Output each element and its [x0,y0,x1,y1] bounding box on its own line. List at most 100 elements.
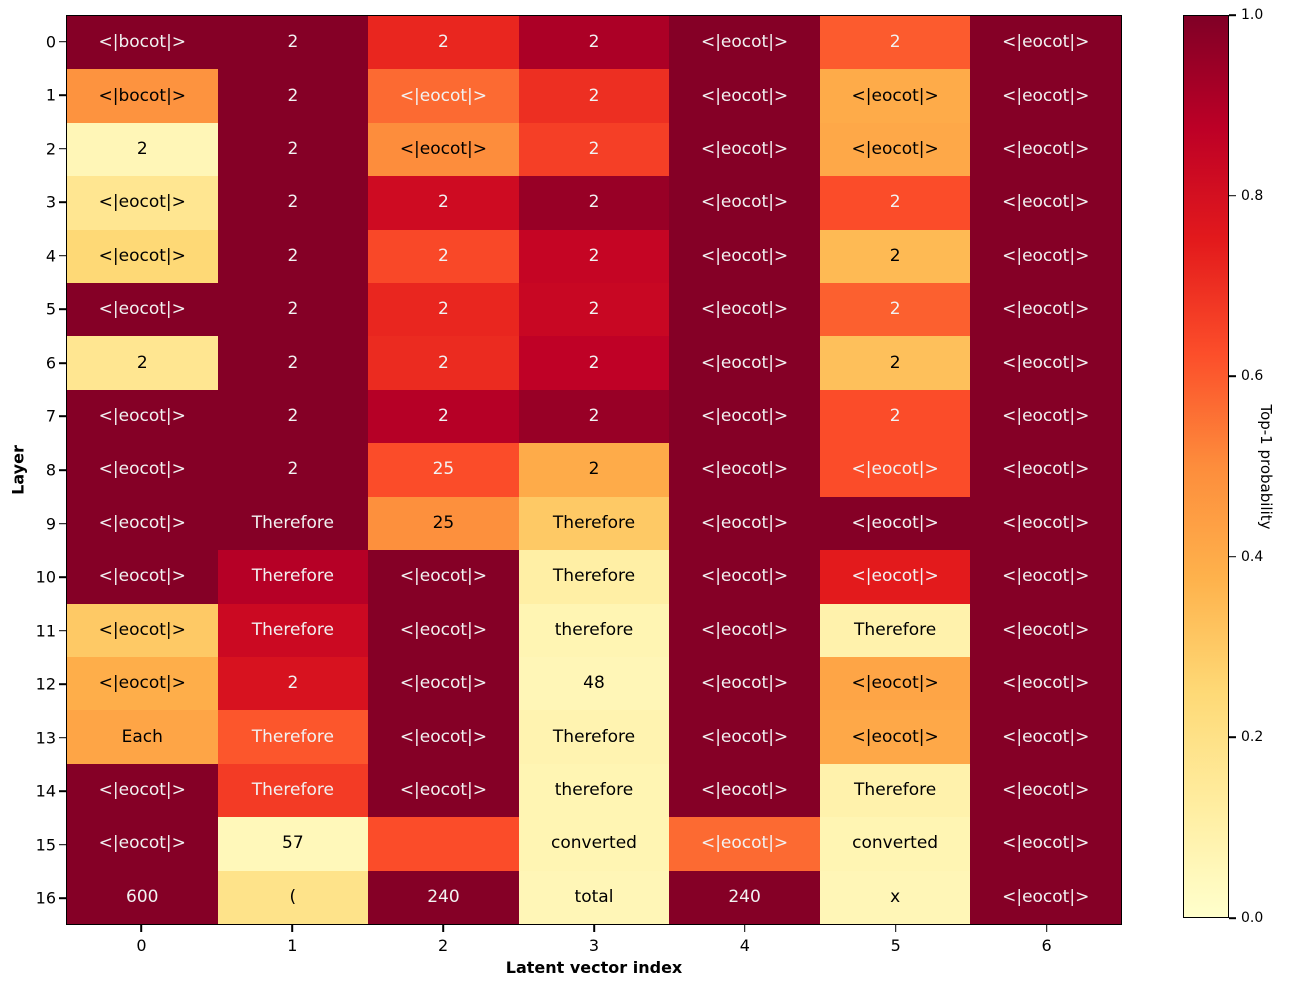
heatmap-cell: <|eocot|> [669,16,820,70]
heatmap-cell: 57 [217,817,369,871]
heatmap-cell: 2 [518,229,670,284]
heatmap-cell: converted [819,817,971,871]
heatmap-cell: <|eocot|> [67,817,218,871]
heatmap-cell: <|eocot|> [669,656,820,711]
y-tick-label: 5 [45,299,56,319]
colorbar-tick-mark [1229,194,1236,197]
heatmap-cell: <|eocot|> [970,16,1121,70]
heatmap-cell: <|eocot|> [669,389,820,444]
heatmap-cell: <|eocot|> [368,656,519,711]
heatmap-cell: <|eocot|> [819,710,971,764]
heatmap-cell: <|eocot|> [970,229,1121,284]
heatmap-cell: 2 [368,229,519,284]
heatmap-cell: Therefore [217,550,369,604]
heatmap-cell: <|eocot|> [819,122,971,177]
heatmap-cell: 2 [819,16,971,70]
heatmap-cell: 2 [217,69,369,123]
y-tick-mark [59,469,66,471]
heatmap-cell: 2 [819,176,971,230]
heatmap-cell: 2 [819,389,971,444]
y-tick-label: 6 [45,353,56,373]
heatmap-cell: Therefore [217,710,369,764]
y-tick-mark [59,629,66,632]
heatmap-cell: total [518,870,670,924]
heatmap-cell: <|eocot|> [970,763,1121,818]
heatmap-cell: <|eocot|> [669,443,820,497]
y-tick-mark [59,843,66,846]
x-tick-mark [140,925,143,932]
heatmap-cell: therefore [518,763,670,818]
heatmap-cell [368,817,519,871]
x-tick-mark [894,925,897,932]
heatmap-cell: 2 [217,229,369,284]
x-tick-label: 0 [136,936,147,955]
heatmap-cell: ( [217,870,369,924]
y-tick-mark [59,40,66,43]
colorbar-tick-label: 0.2 [1241,729,1264,746]
y-tick-label: 14 [35,781,56,801]
heatmap-cell: <|eocot|> [819,496,971,551]
heatmap-cell: <|eocot|> [368,122,519,177]
heatmap-cell: <|bocot|> [67,16,218,70]
heatmap-cell: <|eocot|> [67,603,218,657]
heatmap-cell: 2 [518,389,670,444]
y-tick-label: 16 [35,888,56,908]
heatmap-cell: <|eocot|> [819,550,971,604]
heatmap-cell: therefore [518,603,670,657]
colorbar-label: Top-1 probability [1257,404,1275,530]
heatmap-cell: 2 [518,16,670,70]
y-tick-label: 12 [35,674,56,694]
heatmap-cell: <|eocot|> [970,496,1121,551]
heatmap-cell: <|eocot|> [970,389,1121,444]
heatmap-cell: 2 [819,336,971,390]
heatmap-cell: 2 [518,443,670,497]
y-tick-label: 15 [35,835,56,855]
heatmap-cell: <|eocot|> [368,710,519,764]
x-tick-mark [1045,925,1048,932]
x-tick-label: 2 [438,936,449,955]
heatmap-cell: 2 [819,229,971,284]
y-tick-label: 3 [45,192,56,212]
y-tick-label: 1 [45,85,56,105]
x-tick-label: 5 [890,936,901,955]
y-tick-label: 13 [35,728,56,748]
colorbar-tick-mark [1229,917,1236,919]
y-tick-mark [59,148,66,150]
x-tick-mark [291,925,294,932]
y-tick-mark [59,897,66,900]
colorbar-tick-mark [1229,556,1236,558]
colorbar-tick-label: 0.0 [1241,910,1264,926]
heatmap-cell: <|eocot|> [67,763,218,818]
x-tick-mark [593,925,595,932]
heatmap-cell: <|eocot|> [970,710,1121,764]
heatmap-cell: <|eocot|> [970,550,1121,604]
y-tick-label: 10 [35,567,56,587]
heatmap-cell: <|eocot|> [368,603,519,657]
y-tick-mark [59,362,66,364]
heatmap-cell: 2 [368,16,519,70]
heatmap-cell: <|eocot|> [67,229,218,284]
heatmap-cell: <|eocot|> [67,496,218,551]
heatmap-cell: <|eocot|> [368,69,519,123]
y-tick-mark [59,790,66,792]
heatmap-cell: Therefore [518,710,670,764]
y-tick-mark [59,736,66,739]
heatmap-cell: 25 [368,443,519,497]
heatmap-cell: <|eocot|> [970,283,1121,337]
colorbar-tick-label: 0.6 [1241,368,1264,385]
colorbar-tick-mark [1229,375,1236,377]
heatmap-cell: 2 [67,122,218,177]
heatmap-cell: Therefore [518,550,670,604]
heatmap-cell: <|eocot|> [970,656,1121,711]
heatmap-cell: 2 [518,122,670,177]
heatmap-cell: <|eocot|> [819,656,971,711]
heatmap-cell: 2 [217,656,369,711]
heatmap-cell: <|eocot|> [970,176,1121,230]
heatmap-cell: <|eocot|> [368,550,519,604]
heatmap-cell: 2 [217,443,369,497]
heatmap-cell: <|eocot|> [669,69,820,123]
heatmap-cell: 2 [368,336,519,390]
heatmap-cell: <|eocot|> [67,176,218,230]
y-tick-label: 7 [45,406,56,426]
